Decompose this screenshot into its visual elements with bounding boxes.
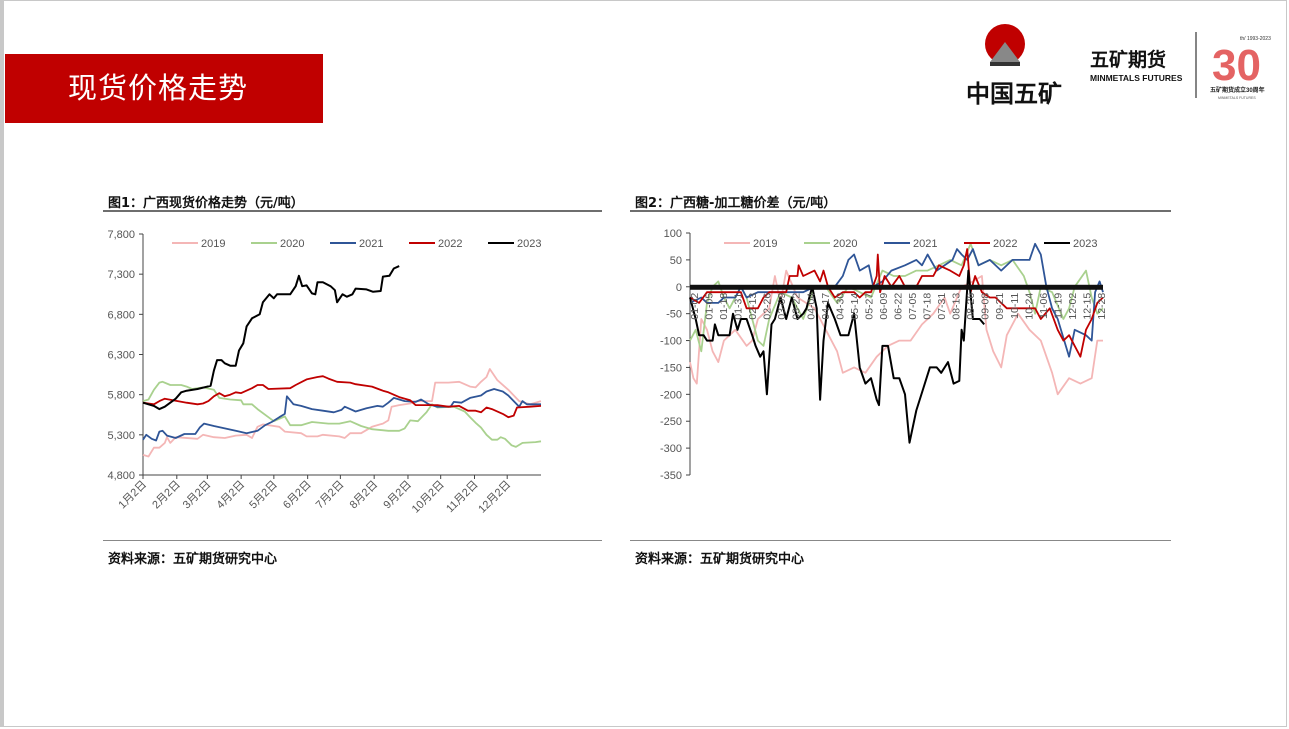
x-tick-label: 10-24 (1023, 293, 1035, 320)
legend-label-2020: 2020 (280, 238, 304, 250)
x-tick-label: 09-21 (994, 293, 1006, 320)
x-tick-label: 3月2日 (181, 479, 214, 512)
legend-label-2023: 2023 (517, 238, 541, 250)
x-tick-label: 05-27 (863, 293, 875, 320)
x-tick-label: 11月2日 (444, 479, 480, 515)
x-tick-label: 04-30 (834, 293, 846, 320)
legend-label-2020: 2020 (833, 238, 857, 250)
legend-label-2021: 2021 (359, 238, 383, 250)
legend-label-2022: 2022 (993, 238, 1017, 250)
y-tick-label: 5,300 (107, 430, 135, 442)
y-tick-label: 6,800 (107, 309, 135, 321)
china-minmetals-logo: 中国五矿 (966, 24, 1062, 108)
legend-label-2022: 2022 (438, 238, 462, 250)
y-tick-label: -300 (660, 443, 682, 455)
x-tick-label: 07-31 (936, 293, 948, 320)
x-tick-label: 03-09 (776, 293, 788, 320)
futures-cn-name: 五矿期货 (1090, 48, 1166, 71)
legend-label-2023: 2023 (1073, 238, 1097, 250)
chart1-title: 图1：广西现货价格走势（元/吨） (108, 196, 304, 211)
series-line-2023 (689, 269, 985, 444)
y-tick-label: 4,800 (107, 470, 135, 482)
x-tick-label: 6月2日 (281, 479, 314, 512)
y-tick-label: 7,300 (107, 269, 135, 281)
section-title: 现货价格走势 (68, 71, 249, 105)
x-tick-label: 04-17 (820, 293, 832, 320)
x-tick-label: 12-02 (1067, 293, 1079, 320)
x-tick-label: 11-06 (1038, 293, 1050, 319)
legend-label-2021: 2021 (913, 238, 937, 250)
x-tick-label: 7月2日 (314, 479, 347, 512)
x-tick-label: 03-22 (791, 293, 803, 320)
series-line-2022 (142, 375, 542, 419)
x-tick-label: 02-13 (747, 293, 759, 320)
y-tick-label: -250 (660, 416, 682, 428)
x-tick-label: 10-11 (1009, 293, 1021, 319)
y-tick-label: 50 (670, 255, 682, 267)
series-line-2023 (142, 265, 400, 411)
x-tick-label: 07-05 (907, 293, 919, 320)
x-tick-label: 06-22 (893, 293, 905, 320)
anniversary-years: th/ 1993-2023 (1240, 36, 1271, 42)
chart2-bottom-rule (630, 540, 1171, 541)
y-tick-label: 0 (676, 282, 682, 294)
chart1-source: 资料来源：五矿期货研究中心 (108, 552, 278, 567)
y-tick-label: -50 (666, 309, 682, 321)
x-tick-label: 12月2日 (476, 479, 513, 516)
x-tick-label: 2月2日 (150, 479, 183, 512)
x-tick-label: 01-02 (689, 293, 701, 320)
chart2-title-rule (630, 210, 1171, 212)
anniversary-30-mark: 30 (1212, 41, 1261, 90)
series-line-2021 (689, 242, 1104, 358)
futures-en-name: MINMETALS FUTURES (1090, 73, 1183, 83)
y-tick-label: 6,300 (107, 350, 135, 362)
y-tick-label: -350 (660, 470, 682, 482)
y-tick-label: 100 (664, 228, 682, 240)
x-tick-label: 4月2日 (215, 479, 248, 512)
x-tick-label: 12-15 (1081, 293, 1093, 320)
x-tick-label: 5月2日 (247, 479, 280, 512)
y-tick-label: -100 (660, 336, 682, 348)
series-line-2022 (689, 248, 1104, 358)
anniversary-en: MINMETALS FUTURES (1218, 96, 1256, 100)
x-tick-label: 01-05 (704, 293, 716, 320)
x-tick-label: 04-04 (805, 293, 817, 320)
chart1-title-rule (103, 210, 602, 212)
x-tick-label: 10月2日 (410, 479, 447, 516)
y-tick-label: -200 (660, 389, 682, 401)
series-line-2021 (142, 388, 541, 442)
x-tick-label: 09-08 (980, 293, 992, 320)
chart1-bottom-rule (103, 540, 602, 541)
x-tick-label: 07-18 (922, 293, 934, 320)
cmc-name: 中国五矿 (966, 80, 1062, 108)
x-tick-label: 02-26 (762, 293, 774, 320)
y-tick-label: 5,800 (107, 390, 135, 402)
chart2-source: 资料来源：五矿期货研究中心 (635, 552, 805, 567)
series-line-2019 (142, 368, 542, 458)
zero-axis-line (690, 284, 1103, 290)
x-tick-label: 1月2日 (116, 479, 149, 512)
x-tick-label: 08-13 (951, 293, 963, 320)
chart2-title: 图2：广西糖-加工糖价差（元/吨） (635, 196, 837, 211)
x-tick-label: 01-31 (733, 293, 745, 320)
y-tick-label: 7,800 (107, 229, 135, 241)
x-tick-label: 08-26 (965, 293, 977, 320)
x-tick-label: 06-09 (878, 293, 890, 320)
minmetals-futures-logo: 五矿期货 MINMETALS FUTURES 30 th/ 1993-2023 … (1090, 32, 1271, 100)
x-tick-label: 12-28 (1096, 293, 1108, 320)
x-tick-label: 11-19 (1052, 293, 1064, 319)
section-title-banner: 现货价格走势 (5, 54, 323, 123)
x-tick-label: 05-14 (849, 293, 861, 320)
anniversary-cn: 五矿期货成立30周年 (1210, 86, 1265, 94)
legend-label-2019: 2019 (753, 238, 777, 250)
y-tick-label: -150 (660, 362, 682, 374)
x-tick-label: 01-18 (718, 293, 730, 320)
x-tick-label: 8月2日 (348, 479, 381, 512)
legend-label-2019: 2019 (201, 238, 225, 250)
